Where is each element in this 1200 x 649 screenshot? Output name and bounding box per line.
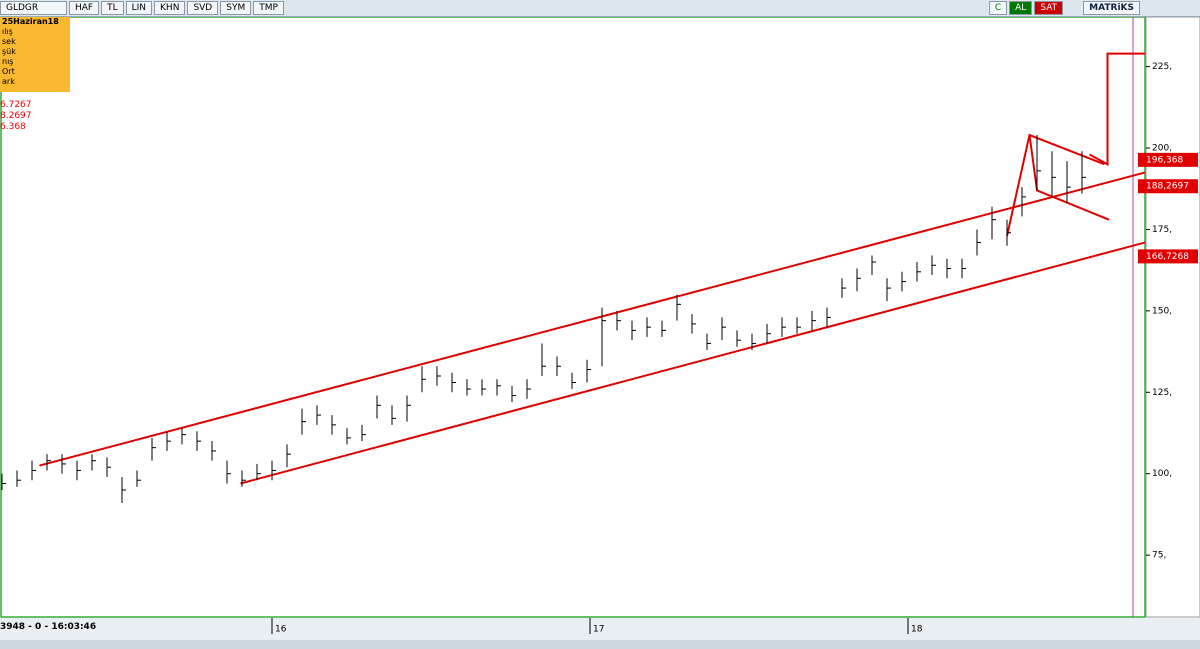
x-tick-label: 16 xyxy=(275,625,287,635)
levels: 6.7267 8.2697 6.368 xyxy=(0,100,32,133)
trendline xyxy=(1006,133,1105,237)
info-box: 25Haziran18 ılış sek şük nış Ort ark xyxy=(0,17,70,92)
trendline xyxy=(39,171,1146,467)
toolbar: GLDGR HAF TL LIN KHN SVD SYM TMP C AL SA… xyxy=(0,0,1200,17)
tool-button[interactable]: TMP xyxy=(253,1,284,15)
info-row: sek xyxy=(2,37,16,46)
y-axis-panel xyxy=(1145,16,1200,618)
y-tick-label: 175, xyxy=(1152,225,1172,235)
info-row: nış xyxy=(2,57,14,66)
x-tick-label: 18 xyxy=(911,625,923,635)
status-panel xyxy=(0,640,1200,649)
price-tag xyxy=(1138,179,1198,194)
status: 3948 - 0 - 16:03:46 xyxy=(0,622,97,632)
x-axis-panel xyxy=(0,618,1200,640)
price-tag-label: 196,368 xyxy=(1146,155,1183,165)
price-tag-label: 188,2697 xyxy=(1146,182,1189,192)
level: 8.2697 xyxy=(0,111,32,121)
tool-button[interactable]: LIN xyxy=(125,1,153,15)
trendline xyxy=(1028,134,1110,221)
info-row: ılış xyxy=(2,27,13,36)
c-button[interactable]: C xyxy=(988,1,1008,15)
y-tick-label: 75, xyxy=(1152,551,1166,561)
level: 6.368 xyxy=(0,122,26,132)
info-date: 25Haziran18 xyxy=(2,17,59,26)
price-tag-label: 166,7268 xyxy=(1146,252,1189,262)
tool-button[interactable]: HAF xyxy=(69,1,100,15)
trendline xyxy=(1089,52,1145,167)
tool-button[interactable]: TL xyxy=(101,1,124,15)
y-tick-label: 100, xyxy=(1152,469,1172,479)
info-row: ark xyxy=(2,77,15,86)
symbol[interactable]: GLDGR xyxy=(0,1,67,15)
info-row: Ort xyxy=(2,67,15,76)
tool-button[interactable]: SYM xyxy=(220,1,252,15)
buy-button[interactable]: AL xyxy=(1009,1,1033,15)
sell-button[interactable]: SAT xyxy=(1034,1,1064,15)
price-tag xyxy=(1138,249,1198,264)
y-tick-label: 125, xyxy=(1152,388,1172,398)
trendline xyxy=(240,241,1146,485)
info-row: şük xyxy=(2,47,16,56)
price-tag xyxy=(1138,152,1198,167)
plot-border xyxy=(0,16,1146,618)
y-tick-label: 150, xyxy=(1152,306,1172,316)
tool-button[interactable]: KHN xyxy=(154,1,186,15)
y-tick-label: 200, xyxy=(1152,144,1172,154)
tool-button[interactable]: SVD xyxy=(187,1,219,15)
x-tick-label: 17 xyxy=(593,625,604,635)
level: 6.7267 xyxy=(0,100,32,110)
brand: MATRiKS xyxy=(1083,1,1140,15)
y-tick-label: 225, xyxy=(1152,62,1172,72)
